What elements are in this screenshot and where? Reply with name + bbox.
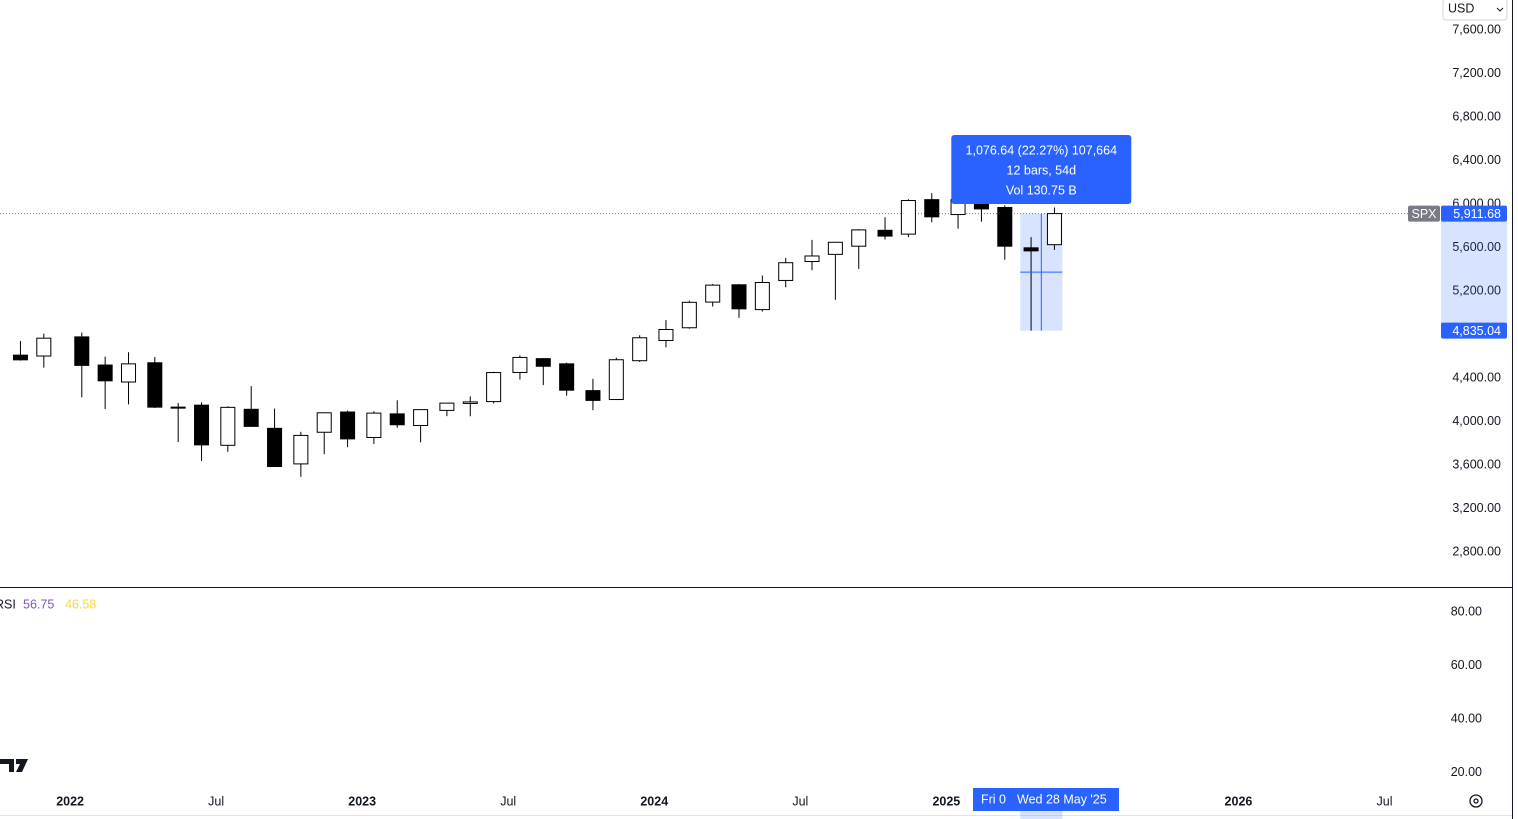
y-tick-label: 3,600.00 [1452, 457, 1501, 471]
currency-label[interactable]: USD [1448, 1, 1474, 15]
rsi-value: 46.58 [65, 597, 96, 611]
low-price-label: 4,835.04 [1452, 324, 1501, 338]
candle-body [1046, 213, 1062, 246]
last-price-tag [1441, 205, 1507, 222]
gear[interactable] [1469, 794, 1483, 808]
candle-body [413, 409, 429, 427]
candle-body [705, 284, 721, 303]
candle-body [754, 282, 770, 311]
candle-body [12, 354, 28, 361]
x-tick-label: 2022 [56, 794, 84, 808]
candle-body [608, 359, 624, 401]
currency-box[interactable] [1442, 0, 1508, 21]
y-tick-label: 6,800.00 [1452, 109, 1501, 123]
y-tick-label: 5,200.00 [1452, 283, 1501, 297]
candle-body [74, 336, 90, 366]
symbol-tag [1408, 205, 1440, 222]
candle-body [512, 356, 528, 373]
candle-body [827, 241, 843, 255]
x-tick-label: Jul [792, 794, 808, 808]
x-tick-label: 2025 [932, 794, 960, 808]
measure-axis-range [1441, 213, 1507, 331]
candle-body [36, 337, 52, 357]
candle-body [121, 363, 137, 383]
rsi-tick-label: 40.00 [1451, 712, 1482, 726]
candle-body [389, 413, 405, 426]
candle-body [535, 358, 551, 367]
candle-body [147, 362, 163, 408]
candle-body [267, 427, 283, 468]
x-tick-label: Jul [208, 794, 224, 808]
last-price-label: 5,911.68 [1453, 207, 1501, 221]
measure-text: 1,076.64 (22.27%) 107,664 [966, 143, 1118, 157]
dropdown-icon[interactable] [1496, 7, 1504, 12]
candle-body [924, 199, 940, 218]
measure-tooltip [951, 135, 1132, 204]
time-label: Wed 28 May '25 [1017, 792, 1107, 806]
candle-body [804, 255, 820, 263]
candle-body [97, 364, 113, 382]
candle-body [293, 434, 309, 465]
candle-body [681, 301, 697, 329]
measure-text: Vol 130.75 B [1006, 183, 1077, 197]
y-tick-label: 3,200.00 [1452, 501, 1501, 515]
candle-body [243, 408, 259, 427]
x-tick-label: 2026 [1225, 794, 1253, 808]
candle-body [731, 284, 747, 310]
y-tick-label: 2,800.00 [1452, 544, 1501, 558]
candle-body [340, 411, 356, 440]
y-tick-label: 7,200.00 [1452, 66, 1501, 80]
candle-body [366, 412, 382, 438]
rsi-value: 56.75 [23, 597, 54, 611]
x-tick-label: 2023 [348, 794, 376, 808]
y-tick-label: 5,600.00 [1452, 240, 1501, 254]
candle-body [585, 390, 601, 401]
measure-text: 12 bars, 54d [1007, 163, 1077, 177]
candle-body [486, 372, 502, 403]
candle-body [877, 229, 893, 237]
candle-body [194, 404, 210, 446]
candle-body [997, 206, 1013, 247]
candle-body [900, 200, 916, 235]
candle-body [439, 402, 455, 411]
gear-center[interactable] [1473, 798, 1479, 804]
candle-body [1023, 247, 1039, 252]
measure-time-range [1020, 811, 1063, 819]
candle-body [658, 328, 674, 341]
candle-body [316, 412, 332, 433]
rsi-tick-label: 20.00 [1451, 765, 1482, 779]
symbol-label: SPX [1411, 207, 1437, 221]
rsi-tick-label: 80.00 [1451, 604, 1482, 618]
candle-body [559, 363, 575, 391]
rsi-name: RSI [0, 597, 16, 611]
currency-select[interactable]: USD [1442, 0, 1508, 21]
candle-body [778, 262, 794, 281]
time-tag [973, 788, 1119, 811]
y-tick-label: 4,400.00 [1452, 370, 1501, 384]
logo-shape [0, 759, 28, 772]
low-price-tag [1441, 322, 1507, 339]
candle-body [851, 229, 867, 247]
time-label: Fri 0 [981, 792, 1006, 806]
candle-body [462, 401, 478, 404]
tv-logo [0, 759, 28, 772]
x-tick-label: Jul [500, 794, 516, 808]
y-tick-label: 4,000.00 [1452, 414, 1501, 428]
x-tick-label: 2024 [640, 794, 668, 808]
rsi-tick-label: 60.00 [1451, 658, 1482, 672]
y-tick-label: 6,400.00 [1452, 153, 1501, 167]
settings-icon[interactable] [1469, 794, 1483, 808]
x-tick-label: Jul [1377, 794, 1393, 808]
candle-body [170, 406, 186, 409]
candle-body [632, 337, 648, 362]
candle-body [220, 406, 236, 446]
y-tick-label: 7,600.00 [1452, 22, 1501, 36]
